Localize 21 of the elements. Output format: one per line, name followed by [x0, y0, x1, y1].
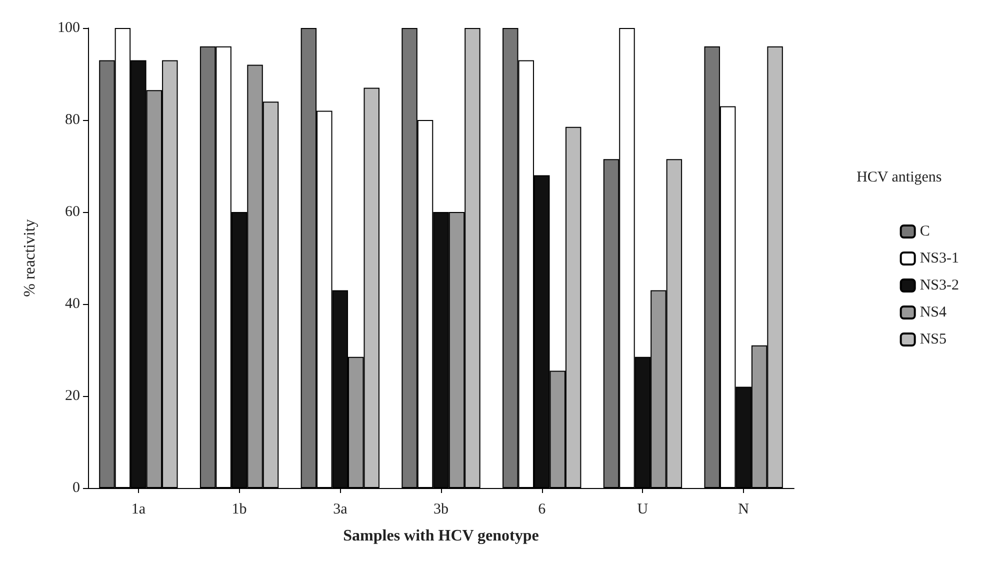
x-tick-label: 6 [538, 502, 546, 518]
y-tick-label: 80 [65, 112, 80, 128]
x-tick-label: 1a [131, 502, 146, 518]
y-tick-label: 20 [65, 388, 80, 404]
x-tick-label: U [637, 502, 648, 518]
legend-label: NS4 [920, 304, 948, 320]
y-tick-label: 60 [65, 204, 80, 220]
y-tick-label: 0 [72, 480, 80, 496]
x-tick-label: 1b [232, 502, 247, 518]
legend-label: NS5 [920, 332, 947, 348]
legend-label: NS3-1 [920, 250, 959, 266]
legend-title: HCV antigens [856, 170, 942, 186]
y-axis-title: % reactivity [22, 219, 38, 297]
x-tick-label: 3b [434, 502, 448, 518]
x-axis-title: Samples with HCV genotype [343, 528, 539, 544]
x-tick-label: N [738, 502, 750, 518]
legend-label: NS3-2 [920, 278, 959, 294]
y-tick-label: 100 [58, 20, 80, 36]
y-tick-label: 40 [65, 296, 80, 312]
legend-label: C [920, 224, 930, 240]
x-tick-label: 3a [333, 502, 348, 518]
